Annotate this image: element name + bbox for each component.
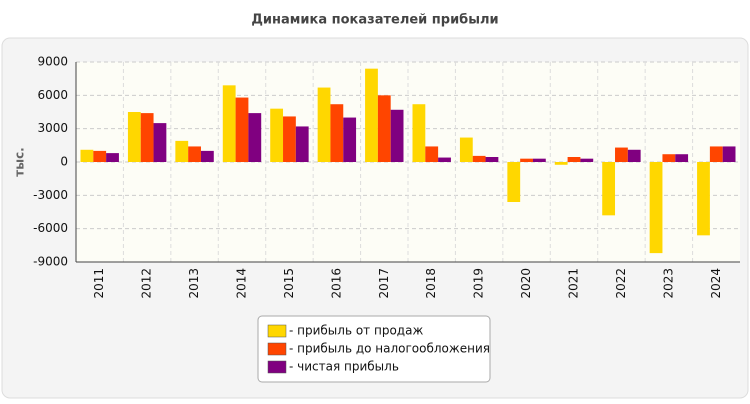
bar <box>283 116 296 162</box>
legend <box>257 315 491 383</box>
y-tick-label: 0 <box>60 155 68 169</box>
bar <box>567 157 581 162</box>
x-tick-label: 2011 <box>92 268 106 299</box>
bar <box>675 154 689 162</box>
y-tick-label: -9000 <box>33 255 68 269</box>
bar <box>709 146 723 162</box>
bar <box>615 147 628 162</box>
y-tick-label: 9000 <box>37 55 68 69</box>
x-tick-label: 2023 <box>661 268 675 299</box>
bar <box>153 123 167 162</box>
y-tick-label: -6000 <box>33 221 68 235</box>
bar <box>425 146 439 162</box>
bar <box>235 97 249 162</box>
y-axis-label: тыс. <box>13 147 27 176</box>
x-tick-label: 2017 <box>377 268 391 299</box>
bar <box>438 157 451 162</box>
bar <box>532 158 546 162</box>
x-tick-label: 2024 <box>709 268 723 299</box>
x-tick-label: 2018 <box>424 268 438 299</box>
x-tick-label: 2022 <box>614 268 628 299</box>
bar <box>627 149 641 162</box>
bar <box>377 95 391 162</box>
chart-title: Динамика показателей прибыли <box>251 13 498 28</box>
y-tick-label: -3000 <box>33 188 68 202</box>
bar <box>412 104 426 162</box>
x-tick-label: 2016 <box>329 268 343 299</box>
x-tick-label: 2019 <box>472 268 486 299</box>
bar <box>317 87 331 162</box>
bar <box>722 146 736 162</box>
x-tick-label: 2012 <box>140 268 154 299</box>
bar <box>270 108 284 162</box>
bar <box>507 162 521 202</box>
bar <box>140 113 154 162</box>
bar <box>248 113 262 162</box>
bar <box>459 137 473 162</box>
legend-swatch <box>267 324 287 338</box>
legend-label: - прибыль от продаж <box>289 324 423 338</box>
bar <box>188 146 201 162</box>
bar <box>662 154 676 162</box>
bar <box>697 162 710 236</box>
bar <box>580 158 594 162</box>
bar <box>93 150 107 162</box>
bar <box>127 112 141 162</box>
bar <box>602 162 616 216</box>
y-tick-label: 3000 <box>37 121 68 135</box>
x-tick-label: 2013 <box>187 268 201 299</box>
x-tick-label: 2020 <box>519 268 533 299</box>
x-tick-label: 2015 <box>282 268 296 299</box>
bar <box>365 68 378 162</box>
x-tick-label: 2014 <box>235 268 249 299</box>
x-tick-label: 2021 <box>567 268 581 299</box>
bar <box>106 153 119 162</box>
legend-swatch <box>267 360 287 374</box>
bar <box>472 155 486 162</box>
bar <box>200 150 214 162</box>
bar <box>520 158 533 162</box>
bar <box>295 126 309 162</box>
bar <box>330 104 344 162</box>
bar <box>649 162 663 254</box>
legend-swatch <box>267 342 287 356</box>
legend-label: - чистая прибыль <box>289 360 399 374</box>
bar <box>222 85 236 162</box>
bar <box>485 157 499 162</box>
bar <box>554 162 568 165</box>
bar <box>390 109 404 162</box>
y-tick-label: 6000 <box>37 88 68 102</box>
bar <box>175 140 189 162</box>
legend-label: - прибыль до налогообложения <box>289 342 490 356</box>
bar <box>80 149 94 162</box>
bar <box>343 117 357 162</box>
